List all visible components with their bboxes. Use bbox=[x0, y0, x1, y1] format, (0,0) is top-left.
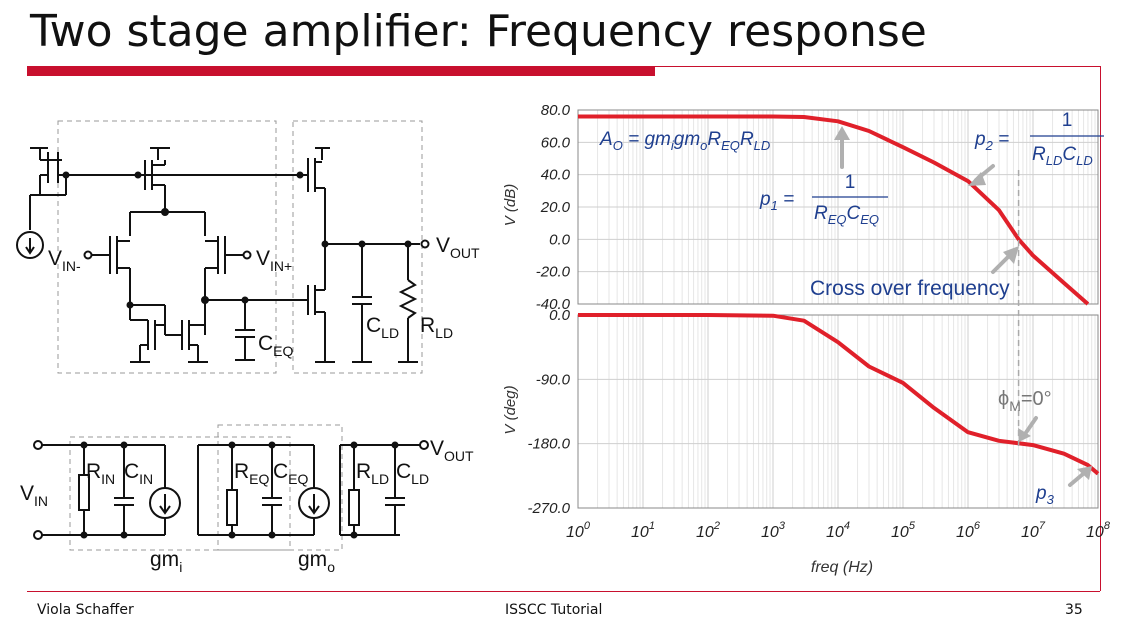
first-stage-block bbox=[57, 120, 277, 374]
small-signal-vin-label: VIN bbox=[20, 482, 48, 509]
xtick-label: 104 bbox=[826, 520, 850, 541]
rld-label: RLD bbox=[420, 314, 453, 341]
magnitude-panel: 80.0 60.0 40.0 20.0 0.0 -20.0 -40.0 bbox=[536, 102, 1099, 313]
phase-curve bbox=[578, 313, 1100, 476]
magnitude-ytick-label: 80.0 bbox=[541, 102, 571, 119]
frequency-axis-label: freq (Hz) bbox=[811, 559, 873, 576]
small-signal-vout-label: VOUT bbox=[430, 437, 474, 464]
xtick-label: 101 bbox=[631, 520, 655, 541]
magnitude-curve bbox=[578, 114, 1090, 306]
circuit-schematics: VIN- VIN+ VOUT CEQ CLD RLD VIN VOUT RIN … bbox=[16, 120, 480, 575]
p3-arrow bbox=[1068, 466, 1092, 487]
phase-axis-label: V (deg) bbox=[502, 385, 519, 434]
title-red-bar bbox=[27, 66, 655, 76]
pole-p3-label: p3 bbox=[1035, 483, 1055, 507]
frequency-axis: 100 101 102 103 104 105 106 107 108 bbox=[566, 520, 1111, 541]
rld-model-label: RLD bbox=[356, 460, 389, 487]
phase-ytick-label: -270.0 bbox=[527, 500, 570, 517]
svg-text:RLDCLD: RLDCLD bbox=[1032, 144, 1093, 168]
crossover-arrow bbox=[991, 246, 1019, 274]
magnitude-ytick-label: -40.0 bbox=[536, 296, 571, 313]
magnitude-axis-label: V (dB) bbox=[502, 184, 519, 227]
req-label: REQ bbox=[234, 460, 270, 487]
gmi-label: gmi bbox=[150, 548, 182, 575]
svg-text:p2 =: p2 = bbox=[974, 129, 1009, 153]
xtick-label: 100 bbox=[566, 520, 591, 541]
rin-label: RIN bbox=[86, 460, 115, 487]
cld-label: CLD bbox=[366, 314, 399, 341]
magnitude-plot-frame bbox=[577, 109, 1099, 305]
p1-arrow bbox=[834, 126, 850, 169]
magnitude-ytick-label: 0.0 bbox=[549, 231, 571, 248]
output-stage-model-block bbox=[217, 424, 343, 551]
ceq-label: CEQ bbox=[258, 332, 294, 359]
dc-gain-equation: AO = gmigmoREQRLD bbox=[599, 129, 770, 153]
footer-author: Viola Schaffer bbox=[37, 602, 134, 618]
phase-margin-arrow bbox=[1018, 416, 1038, 442]
crossover-frequency-label: Cross over frequency bbox=[810, 277, 1010, 300]
xtick-label: 108 bbox=[1086, 520, 1111, 541]
input-stage-model-block bbox=[69, 436, 291, 551]
gmo-label: gmo bbox=[298, 548, 335, 575]
svg-text:REQCEQ: REQCEQ bbox=[814, 203, 879, 227]
ceq-model-label: CEQ bbox=[273, 460, 309, 487]
pole-p1-equation: p1 = 1 REQCEQ bbox=[759, 172, 888, 227]
xtick-label: 102 bbox=[696, 520, 720, 541]
slide-title: Two stage amplifier: Frequency response bbox=[30, 6, 927, 57]
magnitude-ytick-label: 40.0 bbox=[541, 167, 571, 184]
svg-text:1: 1 bbox=[1062, 110, 1073, 131]
phase-ytick-label: -90.0 bbox=[536, 371, 571, 388]
xtick-label: 107 bbox=[1021, 520, 1046, 541]
phase-plot-frame bbox=[577, 314, 1099, 509]
phase-ytick-label: 0.0 bbox=[549, 307, 571, 324]
frame-right-line bbox=[1100, 66, 1101, 591]
cld-model-label: CLD bbox=[396, 460, 429, 487]
footer-page-number: 35 bbox=[1065, 602, 1083, 618]
phase-panel: 0.0 -90.0 -180.0 -270.0 bbox=[527, 170, 1100, 517]
svg-text:p1 =: p1 = bbox=[759, 189, 794, 213]
magnitude-ytick-label: 20.0 bbox=[540, 199, 571, 216]
pole-p2-equation: p2 = 1 RLDCLD bbox=[974, 110, 1104, 168]
xtick-label: 106 bbox=[956, 520, 981, 541]
vin-plus-label: VIN+ bbox=[256, 247, 292, 274]
xtick-label: 103 bbox=[761, 520, 786, 541]
footer-event: ISSCC Tutorial bbox=[505, 602, 603, 618]
vin-minus-label: VIN- bbox=[48, 247, 81, 274]
phase-ytick-label: -180.0 bbox=[527, 436, 570, 453]
phase-margin-label: ϕM=0° bbox=[998, 388, 1052, 414]
vout-label: VOUT bbox=[436, 234, 480, 261]
xtick-label: 105 bbox=[891, 520, 916, 541]
frame-top-line bbox=[655, 66, 1100, 67]
magnitude-ytick-label: -20.0 bbox=[536, 264, 571, 281]
cin-label: CIN bbox=[124, 460, 153, 487]
magnitude-ytick-label: 60.0 bbox=[541, 134, 571, 151]
svg-text:1: 1 bbox=[845, 172, 856, 193]
p2-arrow bbox=[968, 164, 995, 186]
footer-line bbox=[27, 591, 1100, 592]
